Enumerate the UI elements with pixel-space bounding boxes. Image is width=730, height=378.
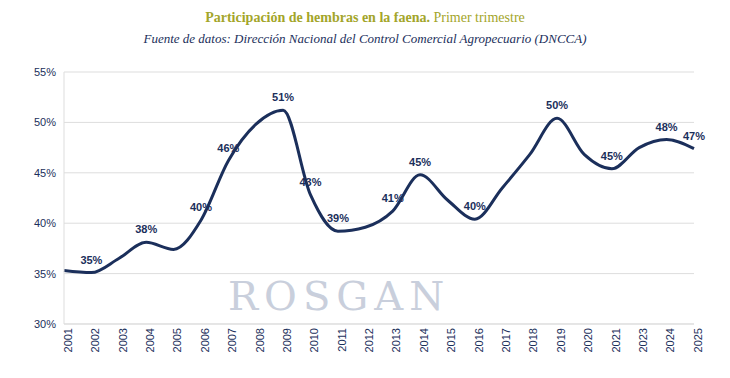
svg-text:2025: 2025 xyxy=(692,328,704,352)
html-text:Fuente de datos: Dirección Nac: Fuente de datos: Dirección Nacional del … xyxy=(143,31,587,46)
svg-text:38%: 38% xyxy=(135,223,157,235)
svg-text:45%: 45% xyxy=(34,167,56,179)
svg-text:2015: 2015 xyxy=(445,328,457,352)
svg-text:40%: 40% xyxy=(464,200,486,212)
svg-text:47%: 47% xyxy=(683,130,705,142)
svg-text:2002: 2002 xyxy=(89,328,101,352)
svg-text:40%: 40% xyxy=(190,201,212,213)
html-text:Participación de hembras en la: Participación de hembras en la faena. Pr… xyxy=(205,10,525,25)
svg-text:2020: 2020 xyxy=(582,328,594,352)
svg-text:51%: 51% xyxy=(272,91,294,103)
svg-text:35%: 35% xyxy=(80,254,102,266)
svg-text:2019: 2019 xyxy=(555,328,567,352)
svg-text:50%: 50% xyxy=(546,99,568,111)
svg-text:2005: 2005 xyxy=(171,328,183,352)
svg-text:43%: 43% xyxy=(300,176,322,188)
svg-text:2011: 2011 xyxy=(336,328,348,352)
svg-text:2001: 2001 xyxy=(62,328,74,352)
svg-text:55%: 55% xyxy=(34,66,56,78)
svg-text:41%: 41% xyxy=(382,192,404,204)
svg-text:2008: 2008 xyxy=(254,328,266,352)
svg-text:39%: 39% xyxy=(327,212,349,224)
svg-text:2009: 2009 xyxy=(281,328,293,352)
svg-text:2024: 2024 xyxy=(664,328,676,352)
svg-text:50%: 50% xyxy=(34,116,56,128)
svg-text:46%: 46% xyxy=(217,142,239,154)
svg-text:2004: 2004 xyxy=(144,328,156,352)
svg-text:2018: 2018 xyxy=(527,328,539,352)
svg-text:2014: 2014 xyxy=(418,328,430,352)
svg-text:2010: 2010 xyxy=(308,328,320,352)
svg-text:48%: 48% xyxy=(656,121,678,133)
svg-text:2013: 2013 xyxy=(391,328,403,352)
svg-text:45%: 45% xyxy=(601,150,623,162)
svg-text:40%: 40% xyxy=(34,217,56,229)
svg-text:2023: 2023 xyxy=(637,328,649,352)
svg-text:2016: 2016 xyxy=(473,328,485,352)
svg-text:45%: 45% xyxy=(409,156,431,168)
svg-text:30%: 30% xyxy=(34,318,56,330)
svg-text:2007: 2007 xyxy=(226,328,238,352)
svg-text:2021: 2021 xyxy=(610,328,622,352)
svg-text:2006: 2006 xyxy=(199,328,211,352)
svg-text:2017: 2017 xyxy=(500,328,512,352)
svg-text:2003: 2003 xyxy=(117,328,129,352)
html-text:ROSGAN: ROSGAN xyxy=(228,273,451,319)
svg-text:2012: 2012 xyxy=(363,328,375,352)
svg-text:35%: 35% xyxy=(34,268,56,280)
